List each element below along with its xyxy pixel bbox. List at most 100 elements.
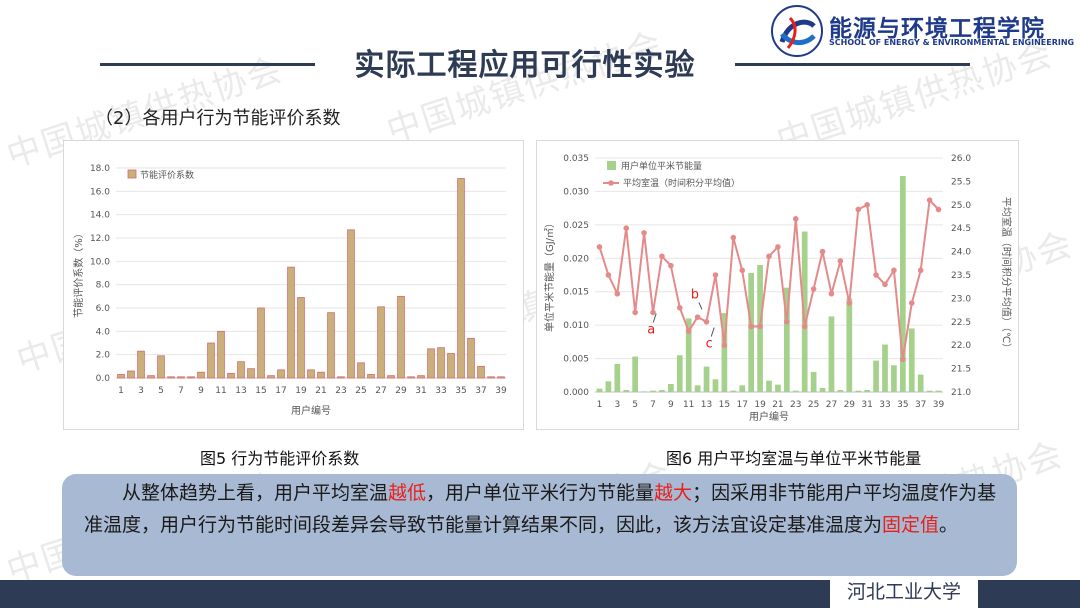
fig5-x-tick-label: 11 <box>215 386 226 396</box>
chart-panel-fig6: 0.000 0.005 0.010 0.015 0.020 0.025 0.030 0.035… <box>536 140 1019 430</box>
fig5-x-tick-label: 5 <box>158 386 164 396</box>
fig5-legend-label: 节能评价系数 <box>140 169 194 181</box>
school-logo-icon <box>770 4 824 58</box>
fig6-bar <box>667 383 674 392</box>
fig6-y-left-tick-label: 0.000 <box>563 388 589 398</box>
fig5-x-tick-label: 1 <box>118 386 124 396</box>
fig5-bar <box>397 295 405 379</box>
fig5-x-tick-label: 39 <box>495 386 507 396</box>
fig6-temperature-point <box>650 309 656 316</box>
fig5-bar <box>267 375 275 379</box>
fig6-temperature-point <box>900 356 906 363</box>
fig6-annotation-label: b <box>691 287 699 302</box>
fig5-x-axis-title: 用户编号 <box>291 404 331 417</box>
fig6-y-left-tick-label: 0.035 <box>563 154 589 164</box>
fig5-x-tick-label: 35 <box>455 386 466 396</box>
fig6-temperature-point <box>801 323 808 330</box>
figure-caption-6: 图6 用户平均室温与单位平米节能量 <box>666 449 922 468</box>
fig6-y-right-tick-label: 25.5 <box>951 177 971 187</box>
fig6-y-right-axis-title: 平均室温（时间积分平均值）（℃） <box>1000 197 1013 353</box>
fig5-bar <box>417 375 425 379</box>
fig6-legend-bar-swatch <box>607 161 616 170</box>
header-rule-left <box>100 63 315 66</box>
fig5-bar <box>287 266 295 379</box>
fig6-legend-line-marker <box>608 180 614 186</box>
fig5-x-tick-label: 25 <box>355 386 366 396</box>
fig6-bar <box>801 231 808 392</box>
fig5-y-tick-label: 2.0 <box>96 351 111 361</box>
fig6-temperature-point <box>917 267 924 274</box>
chart-panel-fig5: 0.0 2.0 4.0 6.0 8.0 10.0 12.0 14.0 16.0 18.0 1 3 5 7 9… <box>63 140 524 430</box>
fig5-bar <box>427 348 435 379</box>
fig5-x-tick-label: 9 <box>198 386 204 396</box>
figure-caption-5: 图5 行为节能评价系数 <box>200 449 360 468</box>
fig5-bar <box>117 374 125 379</box>
fig5-bar <box>257 307 265 379</box>
fig6-x-tick-label: 11 <box>683 400 694 410</box>
header-rule-right <box>735 63 970 66</box>
fig6-temperature-point <box>873 272 879 278</box>
fig6-y-right-tick-label: 24.5 <box>951 224 971 234</box>
fig6-x-tick-label: 31 <box>861 400 872 410</box>
fig5-bar <box>327 312 335 379</box>
fig5-bar <box>247 368 255 379</box>
fig5-bar <box>457 178 465 379</box>
fig5-bar <box>307 369 315 379</box>
fig6-temperature-point <box>694 314 701 320</box>
fig5-x-tick-label: 33 <box>435 386 446 396</box>
fig6-bar <box>694 385 701 392</box>
fig6-annotation-label: a <box>647 323 655 338</box>
fig6-bar <box>721 313 728 392</box>
fig6-x-tick-label: 17 <box>737 400 748 410</box>
fig6-temperature-point <box>935 206 942 213</box>
fig6-bar <box>783 287 790 392</box>
fig6-temperature-point <box>712 272 719 278</box>
fig5-y-tick-label: 0.0 <box>96 374 111 384</box>
fig5-bar <box>197 371 205 379</box>
fig5-bar <box>187 376 195 379</box>
fig6-x-tick-label: 25 <box>808 400 819 410</box>
fig6-x-tick-label: 37 <box>915 400 926 410</box>
fig6-bar <box>730 390 737 392</box>
fig6-annotation-leader <box>652 313 657 323</box>
fig6-y-right-tick-label: 23.5 <box>951 271 971 281</box>
fig6-temperature-point <box>846 300 853 306</box>
fig5-y-tick-label: 16.0 <box>90 187 110 197</box>
fig6-bar <box>641 391 647 392</box>
fig6-annotation-leader <box>710 327 715 337</box>
fig6-temperature-point <box>784 319 790 325</box>
fig6-temperature-point <box>819 248 826 255</box>
fig5-x-tick-label: 27 <box>375 386 386 396</box>
fig6-temperature-point <box>748 323 754 330</box>
fig6-temperature-point <box>739 267 746 274</box>
fig6-x-tick-label: 29 <box>844 400 856 410</box>
fig6-temperature-point <box>685 328 692 334</box>
fig5-bar <box>167 376 175 379</box>
fig6-temperature-point <box>926 197 933 203</box>
fig6-x-tick-label: 13 <box>701 400 712 410</box>
fig5-y-tick-label: 10.0 <box>90 257 110 267</box>
fig5-y-tick-label: 8.0 <box>96 281 111 291</box>
fig6-y-right-tick-label: 22.0 <box>951 341 971 351</box>
fig6-y-left-tick-label: 0.030 <box>563 187 589 197</box>
fig5-x-tick-label: 37 <box>475 386 486 396</box>
fig6-bar <box>775 384 781 392</box>
fig5-bar <box>337 376 345 379</box>
fig6-bar <box>837 389 844 392</box>
fig6-bar <box>659 389 665 392</box>
fig6-bar <box>614 363 621 392</box>
fig6-temperature-point <box>855 206 862 213</box>
fig6-x-tick-label: 3 <box>614 400 620 410</box>
fig6-temperature-point <box>775 244 781 250</box>
fig5-bar <box>207 342 215 379</box>
fig6-temperature-point <box>596 244 603 250</box>
logo-text-cn: 能源与环境工程学院 <box>829 16 1045 42</box>
summary-part: ，用户单位平米行为节能量 <box>426 482 655 504</box>
fig5-bar <box>227 372 235 379</box>
fig6-temperature-point <box>632 309 638 316</box>
fig6-temperature-point <box>668 262 674 269</box>
fig6-bar <box>873 360 879 392</box>
fig6-x-tick-label: 39 <box>933 400 945 410</box>
fig6-x-tick-label: 27 <box>826 400 837 410</box>
fig6-temperature-point <box>676 304 683 311</box>
